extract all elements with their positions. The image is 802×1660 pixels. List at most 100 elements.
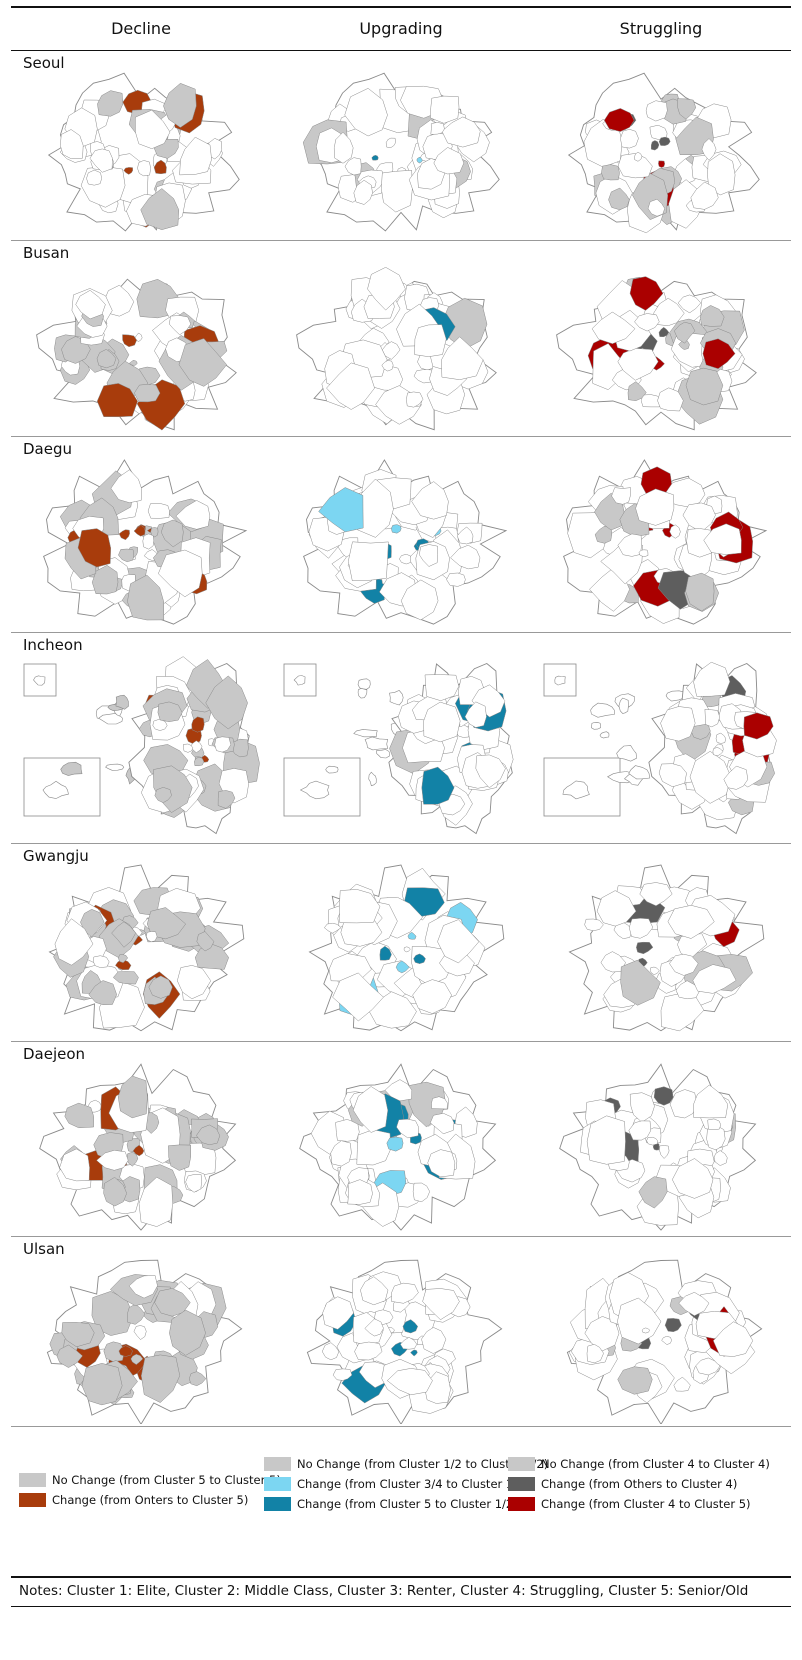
island xyxy=(33,675,46,686)
subdistrict xyxy=(59,1148,90,1182)
subdistrict xyxy=(627,381,647,401)
subdistrict xyxy=(413,953,426,964)
row-ulsan: Ulsan xyxy=(11,1236,791,1427)
subdistrict xyxy=(591,311,636,344)
map-ulsan-struggling xyxy=(566,1259,763,1424)
subdistrict xyxy=(641,1327,651,1334)
subdistrict xyxy=(191,716,205,733)
subdistrict xyxy=(163,83,197,128)
subdistrict xyxy=(613,922,633,939)
subdistrict xyxy=(421,1327,447,1354)
subdistrict xyxy=(140,188,180,230)
legend-label: Change (from Cluster 4 to Cluster 5) xyxy=(541,1497,751,1511)
subdistrict xyxy=(399,554,412,565)
subdistrict xyxy=(122,334,137,348)
subdistrict xyxy=(692,964,737,994)
subdistrict xyxy=(391,524,402,534)
map-incheon-struggling xyxy=(543,661,777,835)
subdistrict xyxy=(617,1366,653,1395)
subdistrict xyxy=(723,765,749,790)
map-gwangju-decline xyxy=(48,864,245,1032)
subdistrict xyxy=(153,159,167,175)
map-busan-upgrading xyxy=(296,267,497,431)
subdistrict xyxy=(640,394,662,408)
subdistrict xyxy=(175,500,211,530)
notes: Notes: Cluster 1: Elite, Cluster 2: Midd… xyxy=(11,1576,791,1607)
subdistrict xyxy=(419,544,438,567)
subdistrict xyxy=(628,1120,652,1141)
subdistrict xyxy=(701,138,717,161)
map-ulsan-upgrading xyxy=(306,1259,503,1424)
subdistrict xyxy=(675,980,701,1000)
subdistrict xyxy=(154,1288,191,1317)
subdistrict xyxy=(147,503,170,519)
subdistrict xyxy=(690,181,719,210)
subdistrict xyxy=(160,519,184,548)
subdistrict xyxy=(429,1113,455,1135)
subdistrict xyxy=(177,965,212,1000)
subdistrict xyxy=(682,502,716,533)
inset-box xyxy=(23,663,57,697)
subdistrict xyxy=(629,1092,655,1123)
subdistrict xyxy=(381,360,394,372)
subdistrict xyxy=(86,169,102,186)
subdistrict xyxy=(441,336,484,380)
subdistrict xyxy=(75,289,106,320)
subdistrict xyxy=(64,1102,94,1129)
subdistrict xyxy=(154,787,172,803)
island xyxy=(562,780,590,800)
subdistrict xyxy=(381,170,413,213)
subdistrict xyxy=(97,90,124,117)
subdistrict xyxy=(673,1376,691,1392)
header-upgrading: Upgrading xyxy=(359,19,443,38)
subdistrict xyxy=(348,541,389,581)
subdistrict xyxy=(686,528,713,558)
subdistrict xyxy=(634,151,643,162)
subdistrict xyxy=(168,315,192,336)
subdistrict xyxy=(660,993,705,1032)
subdistrict xyxy=(128,1275,158,1299)
subdistrict xyxy=(88,980,117,1005)
island xyxy=(665,690,686,702)
subdistrict xyxy=(61,1322,95,1348)
subdistrict xyxy=(715,732,727,744)
subdistrict xyxy=(586,1344,604,1364)
subdistrict xyxy=(661,1336,672,1345)
subdistrict xyxy=(81,1363,123,1406)
subdistrict xyxy=(400,1337,418,1350)
subdistrict xyxy=(658,136,671,146)
subdistrict xyxy=(133,524,146,537)
row-incheon: Incheon xyxy=(11,632,791,844)
subdistrict xyxy=(332,1368,353,1381)
subdistrict xyxy=(356,1129,391,1166)
city-label-daegu: Daegu xyxy=(23,440,72,458)
subdistrict xyxy=(137,160,151,177)
subdistrict xyxy=(326,362,375,410)
subdistrict xyxy=(413,369,435,384)
subdistrict xyxy=(158,549,203,598)
island xyxy=(389,690,404,706)
subdistrict xyxy=(431,1096,448,1110)
subdistrict xyxy=(128,359,138,366)
city-label-incheon: Incheon xyxy=(23,636,83,654)
subdistrict xyxy=(339,889,381,924)
legend-label: No Change (from Cluster 5 to Cluster 5) xyxy=(52,1473,281,1487)
subdistrict xyxy=(146,907,187,940)
subdistrict xyxy=(402,1319,418,1334)
subdistrict xyxy=(364,1318,384,1337)
subdistrict xyxy=(584,918,604,931)
subdistrict xyxy=(421,766,455,805)
map-daegu-decline xyxy=(43,459,248,625)
subdistrict xyxy=(142,533,155,550)
row-busan: Busan xyxy=(11,240,791,437)
island xyxy=(42,780,69,799)
legend-swatch xyxy=(508,1457,535,1471)
map-daegu-upgrading xyxy=(303,459,508,625)
inset-box xyxy=(543,663,577,697)
subdistrict xyxy=(367,267,406,311)
island xyxy=(105,763,125,771)
map-daejeon-struggling xyxy=(559,1063,757,1231)
map-seoul-upgrading xyxy=(302,72,500,232)
map-ulsan-decline xyxy=(46,1259,243,1424)
subdistrict xyxy=(150,527,159,538)
